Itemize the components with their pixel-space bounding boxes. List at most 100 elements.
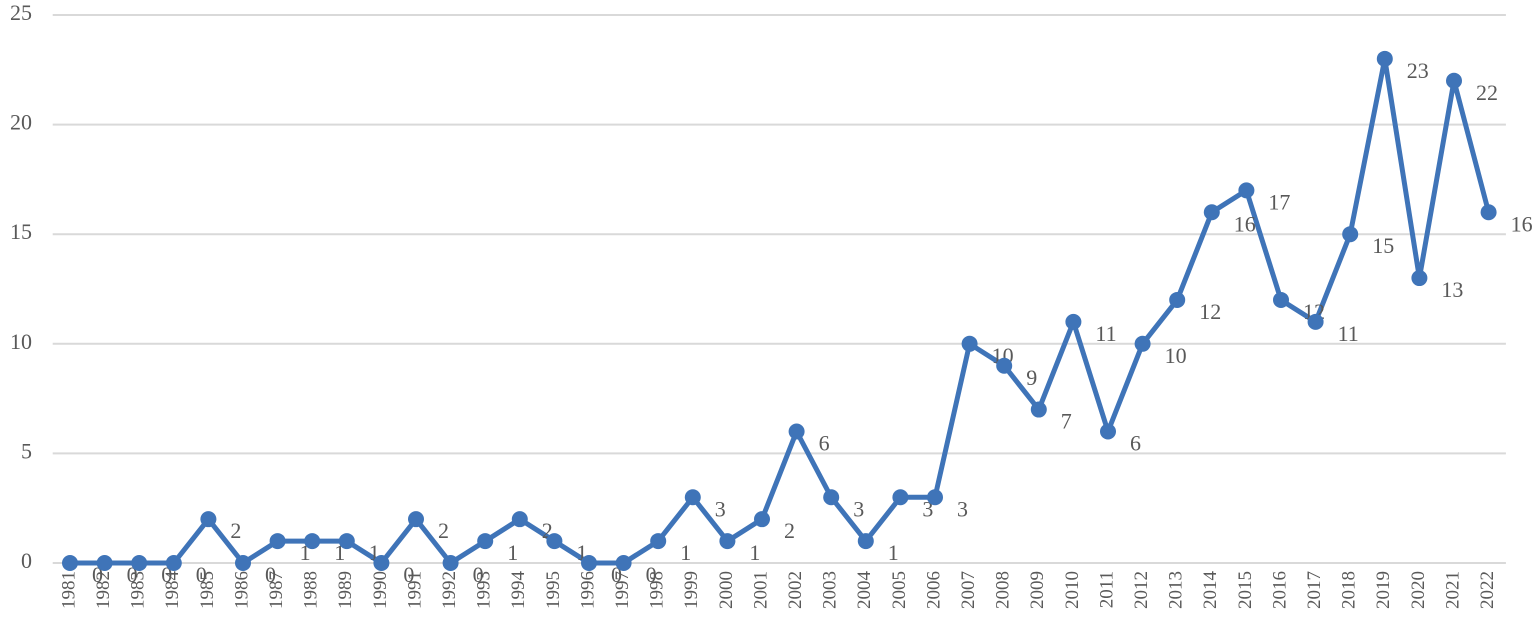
x-tick-label: 2017: [1304, 571, 1325, 609]
x-tick-label: 2014: [1200, 571, 1221, 610]
data-label: 1: [749, 540, 760, 565]
data-label: 1: [300, 540, 311, 565]
x-tick-label: 1984: [162, 571, 183, 610]
data-point: [1446, 72, 1462, 89]
y-tick-label: 0: [21, 548, 32, 573]
data-label: 0: [646, 562, 657, 587]
data-point: [927, 489, 943, 506]
data-point: [581, 555, 597, 571]
data-label: 0: [611, 562, 622, 587]
data-label: 0: [196, 562, 207, 587]
data-point: [996, 357, 1013, 374]
data-point: [304, 533, 321, 550]
x-tick-label: 1983: [128, 571, 149, 609]
data-point: [857, 533, 874, 550]
x-tick-label: 2018: [1339, 571, 1360, 609]
data-point: [1411, 270, 1428, 287]
x-tick-label: 2012: [1131, 571, 1152, 609]
x-tick-label: 2002: [785, 571, 806, 609]
data-label: 16: [1511, 211, 1533, 236]
data-label: 7: [1061, 409, 1072, 434]
x-tick-label: 1993: [474, 571, 495, 609]
data-label: 16: [1234, 211, 1256, 236]
y-tick-label: 25: [10, 0, 32, 25]
x-tick-label: 1995: [543, 571, 564, 609]
data-label: 1: [369, 540, 380, 565]
data-label: 0: [92, 562, 103, 587]
x-tick-label: 2013: [1166, 571, 1187, 609]
y-tick-label: 10: [10, 329, 32, 354]
data-label: 10: [1165, 343, 1187, 368]
data-point: [408, 511, 424, 528]
data-label: 0: [473, 562, 484, 587]
data-point: [1342, 226, 1359, 243]
data-label: 0: [161, 562, 172, 587]
data-label: 1: [888, 540, 899, 565]
data-point: [1169, 291, 1186, 308]
y-tick-label: 5: [21, 438, 32, 463]
data-point: [961, 335, 978, 352]
x-tick-label: 1992: [439, 571, 460, 609]
x-tick-label: 2005: [889, 571, 910, 609]
data-label: 3: [957, 496, 968, 521]
data-point: [788, 423, 805, 440]
data-point: [1376, 50, 1393, 67]
x-tick-label: 2020: [1408, 571, 1429, 609]
data-label: 3: [922, 496, 933, 521]
x-tick-label: 1987: [266, 571, 287, 609]
x-tick-label: 2011: [1096, 571, 1117, 608]
data-point: [650, 533, 667, 550]
data-label: 1: [507, 540, 518, 565]
data-label: 6: [1130, 431, 1141, 456]
x-tick-label: 1989: [335, 571, 356, 609]
x-tick-label: 2000: [716, 571, 737, 609]
data-label: 15: [1372, 233, 1394, 258]
x-tick-label: 1998: [647, 571, 668, 609]
x-tick-label: 2007: [958, 571, 979, 609]
data-point: [1065, 313, 1082, 330]
x-tick-label: 1986: [231, 571, 252, 609]
data-point: [719, 533, 736, 550]
data-label: 1: [680, 540, 691, 565]
x-tick-label: 1996: [577, 571, 598, 609]
data-point: [684, 489, 701, 506]
data-point: [1134, 335, 1151, 352]
data-line: [70, 56, 1492, 566]
y-tick-label: 20: [10, 110, 32, 135]
x-tick-label: 2001: [750, 571, 771, 609]
data-point: [1307, 313, 1324, 330]
data-point: [1480, 204, 1497, 221]
data-point: [823, 489, 840, 506]
data-label: 12: [1199, 299, 1221, 324]
data-point: [546, 533, 563, 550]
x-tick-label: 1982: [93, 571, 114, 609]
y-tick-label: 15: [10, 219, 32, 244]
data-label: 0: [127, 562, 138, 587]
x-tick-label: 2021: [1442, 571, 1463, 609]
data-point: [1238, 182, 1255, 199]
x-tick-label: 1990: [370, 571, 391, 609]
x-tick-label: 2006: [923, 571, 944, 609]
x-tick-label: 1981: [58, 571, 79, 609]
x-tick-label: 2003: [820, 571, 841, 609]
data-label: 0: [265, 562, 276, 587]
data-point: [1203, 204, 1220, 221]
x-tick-label: 1991: [404, 571, 425, 609]
data-label: 9: [1026, 365, 1037, 390]
x-tick-label: 2010: [1062, 571, 1083, 609]
data-point: [892, 489, 909, 506]
data-label: 17: [1268, 189, 1290, 214]
x-tick-label: 1999: [681, 571, 702, 609]
data-label: 0: [403, 562, 414, 587]
x-tick-label: 2008: [993, 571, 1014, 609]
x-tick-label: 2016: [1269, 571, 1290, 609]
data-point: [373, 555, 390, 571]
x-tick-label: 2022: [1477, 571, 1498, 609]
data-point: [96, 555, 113, 571]
data-label: 11: [1338, 321, 1359, 346]
data-point: [615, 555, 632, 571]
data-label: 3: [853, 496, 864, 521]
data-point: [269, 533, 286, 550]
